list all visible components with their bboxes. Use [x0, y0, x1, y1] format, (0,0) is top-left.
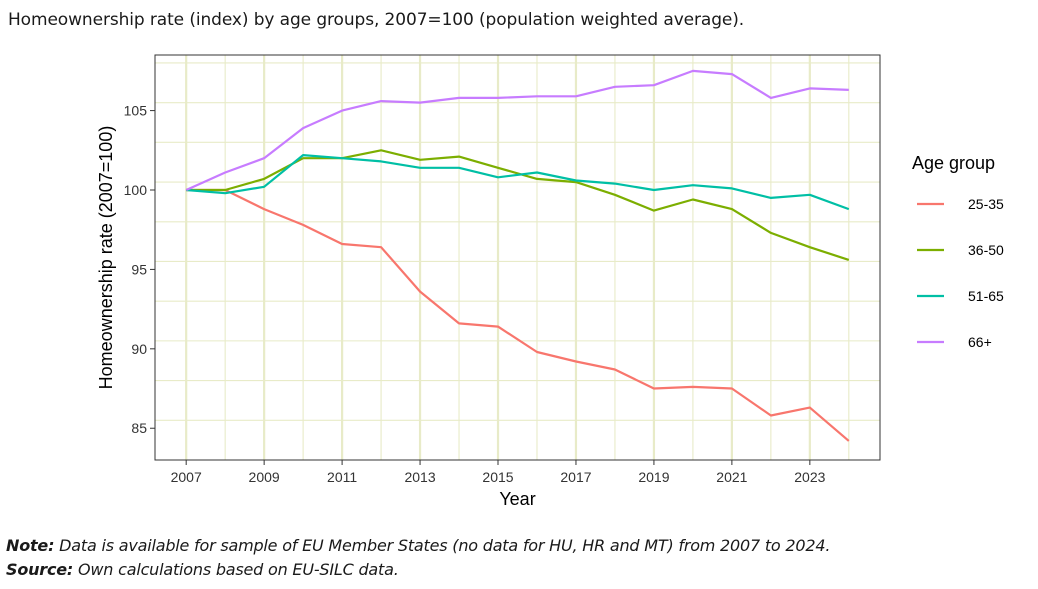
y-axis-label: Homeownership rate (2007=100) [96, 126, 116, 390]
x-axis: 2007 2009 2011 2013 2015 2017 2019 2021 2023 [171, 460, 826, 485]
source-label: Source: [6, 560, 74, 579]
legend-label-25-35: 25-35 [968, 196, 1004, 212]
line-chart: 2007 2009 2011 2013 2015 2017 2019 2021 2023 85 9… [96, 54, 1004, 509]
y-tick-label: 90 [131, 341, 147, 357]
x-tick-label: 2011 [327, 469, 357, 485]
x-tick-label: 2023 [794, 469, 825, 485]
x-tick-label: 2019 [638, 469, 669, 485]
series-line-66+ [185, 69, 849, 192]
series-line-36-50 [186, 149, 850, 261]
note-line: Note: Data is available for sample of EU… [6, 534, 830, 558]
series-lines [185, 69, 850, 442]
source-line: Source: Own calculations based on EU-SIL… [6, 558, 830, 582]
legend-label-66+: 66+ [968, 334, 992, 350]
x-tick-label: 2007 [171, 469, 202, 485]
y-tick-label: 100 [124, 182, 148, 198]
series-line-51-65 [186, 154, 850, 211]
legend-title: Age group [912, 153, 995, 173]
note-text: Data is available for sample of EU Membe… [54, 536, 831, 555]
notes: Note: Data is available for sample of EU… [6, 534, 830, 582]
x-axis-label: Year [499, 489, 535, 509]
x-tick-label: 2015 [482, 469, 513, 485]
x-tick-label: 2009 [249, 469, 280, 485]
x-tick-label: 2017 [560, 469, 591, 485]
grid-major [185, 55, 811, 460]
x-tick-label: 2013 [404, 469, 435, 485]
source-text: Own calculations based on EU-SILC data. [73, 560, 399, 579]
chart-title: Homeownership rate (index) by age groups… [8, 10, 745, 30]
x-tick-label: 2021 [716, 469, 747, 485]
y-tick-label: 105 [124, 103, 148, 119]
series-line-25-35 [186, 188, 850, 442]
legend: Age group 25-35 36-50 51-65 66+ [912, 153, 1004, 350]
y-tick-label: 85 [131, 420, 147, 436]
note-label: Note: [6, 536, 55, 555]
y-axis: 85 90 95 100 105 [124, 103, 155, 436]
legend-label-36-50: 36-50 [968, 242, 1004, 258]
legend-label-51-65: 51-65 [968, 288, 1004, 304]
y-tick-label: 95 [131, 261, 147, 277]
plot-panel [154, 54, 881, 461]
